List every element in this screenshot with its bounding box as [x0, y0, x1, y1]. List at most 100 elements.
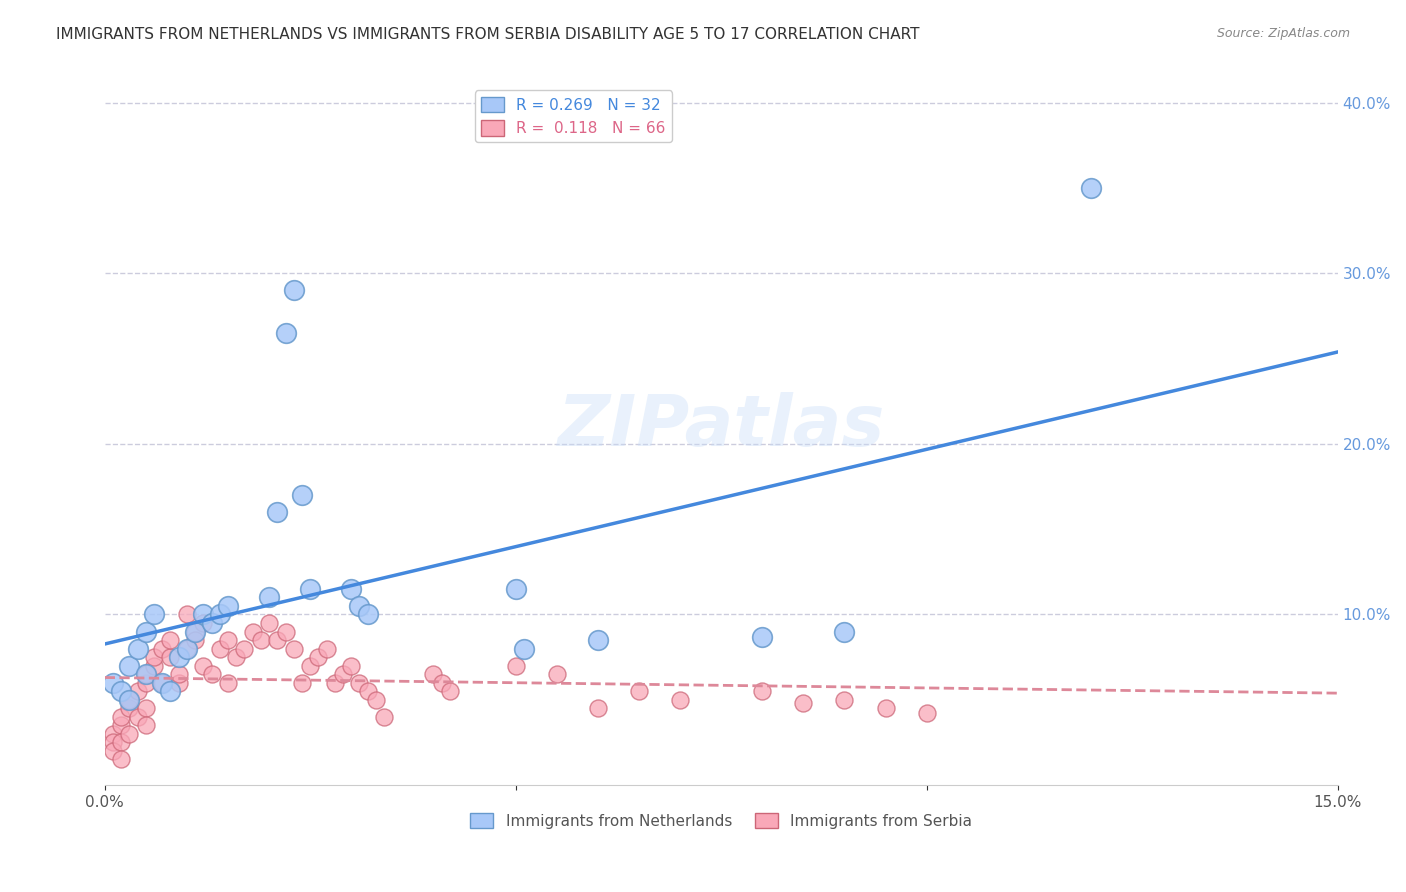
Point — [505, 582, 527, 596]
Point — [349, 599, 371, 613]
Point — [217, 633, 239, 648]
Point — [257, 591, 280, 605]
Point — [101, 727, 124, 741]
Legend: Immigrants from Netherlands, Immigrants from Serbia: Immigrants from Netherlands, Immigrants … — [464, 806, 979, 835]
Point — [439, 684, 461, 698]
Point — [184, 624, 207, 639]
Point — [118, 727, 141, 741]
Point — [373, 710, 395, 724]
Point — [364, 693, 387, 707]
Point — [266, 505, 288, 519]
Point — [143, 607, 166, 622]
Point — [118, 658, 141, 673]
Point — [357, 607, 380, 622]
Point — [669, 693, 692, 707]
Point — [627, 684, 650, 698]
Point — [875, 701, 897, 715]
Point — [101, 735, 124, 749]
Point — [283, 641, 305, 656]
Point — [513, 641, 536, 656]
Point — [135, 718, 157, 732]
Point — [792, 696, 814, 710]
Text: IMMIGRANTS FROM NETHERLANDS VS IMMIGRANTS FROM SERBIA DISABILITY AGE 5 TO 17 COR: IMMIGRANTS FROM NETHERLANDS VS IMMIGRANT… — [56, 27, 920, 42]
Point — [184, 624, 207, 639]
Point — [127, 684, 149, 698]
Point — [193, 658, 215, 673]
Point — [150, 641, 173, 656]
Text: ZIPatlas: ZIPatlas — [557, 392, 884, 461]
Point — [159, 684, 181, 698]
Point — [834, 693, 856, 707]
Point — [143, 650, 166, 665]
Point — [217, 599, 239, 613]
Point — [422, 667, 444, 681]
Point — [233, 641, 256, 656]
Point — [150, 675, 173, 690]
Point — [150, 675, 173, 690]
Point — [135, 667, 157, 681]
Point — [208, 607, 231, 622]
Point — [184, 633, 207, 648]
Point — [176, 641, 198, 656]
Point — [110, 735, 132, 749]
Point — [135, 701, 157, 715]
Point — [307, 650, 329, 665]
Point — [101, 744, 124, 758]
Point — [315, 641, 337, 656]
Point — [250, 633, 273, 648]
Point — [586, 701, 609, 715]
Point — [110, 710, 132, 724]
Point — [751, 630, 773, 644]
Point — [274, 624, 297, 639]
Point — [340, 582, 363, 596]
Point — [291, 488, 314, 502]
Point — [127, 641, 149, 656]
Point — [291, 675, 314, 690]
Point — [242, 624, 264, 639]
Point — [200, 615, 222, 630]
Point — [323, 675, 346, 690]
Point — [283, 283, 305, 297]
Point — [505, 658, 527, 673]
Point — [208, 641, 231, 656]
Point — [357, 684, 380, 698]
Point — [430, 675, 453, 690]
Point — [176, 641, 198, 656]
Point — [915, 706, 938, 721]
Point — [193, 607, 215, 622]
Point — [127, 710, 149, 724]
Point — [225, 650, 247, 665]
Point — [167, 667, 190, 681]
Point — [200, 667, 222, 681]
Point — [143, 658, 166, 673]
Point — [1080, 181, 1102, 195]
Point — [110, 718, 132, 732]
Point — [340, 658, 363, 673]
Point — [135, 624, 157, 639]
Point — [176, 607, 198, 622]
Point — [118, 693, 141, 707]
Point — [299, 582, 322, 596]
Point — [257, 615, 280, 630]
Point — [332, 667, 354, 681]
Point — [159, 633, 181, 648]
Point — [167, 675, 190, 690]
Point — [266, 633, 288, 648]
Point — [586, 633, 609, 648]
Point — [118, 701, 141, 715]
Point — [167, 650, 190, 665]
Point — [118, 693, 141, 707]
Point — [834, 624, 856, 639]
Point — [349, 675, 371, 690]
Point — [299, 658, 322, 673]
Point — [101, 675, 124, 690]
Point — [193, 615, 215, 630]
Point — [217, 675, 239, 690]
Point — [110, 752, 132, 766]
Point — [546, 667, 568, 681]
Point — [135, 675, 157, 690]
Point — [751, 684, 773, 698]
Point — [135, 667, 157, 681]
Point — [159, 650, 181, 665]
Point — [274, 326, 297, 340]
